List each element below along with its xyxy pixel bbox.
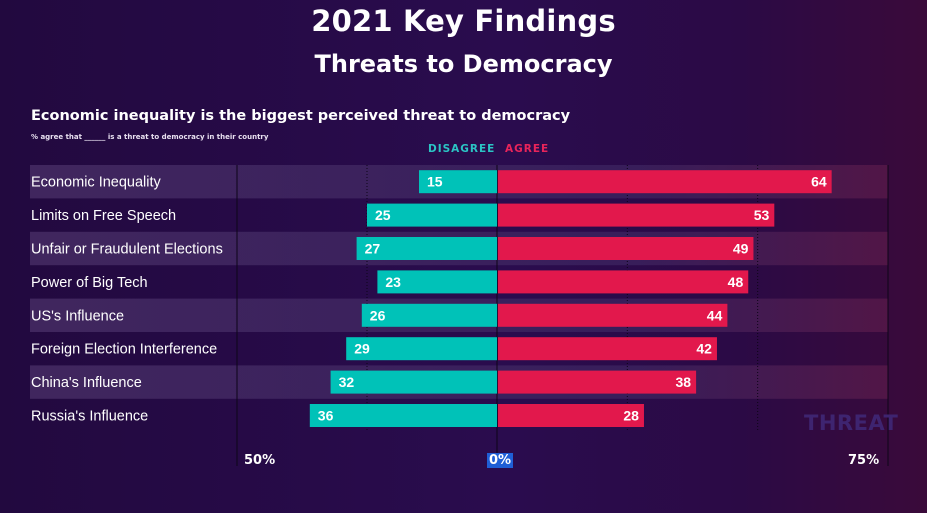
- category-label: Power of Big Tech: [31, 275, 148, 291]
- axis-tick-left: 50%: [244, 453, 276, 468]
- category-label: China's Influence: [31, 375, 142, 391]
- data-label-disagree: 27: [365, 241, 381, 257]
- bar-disagree: [356, 237, 497, 260]
- axis-tick-right: 75%: [848, 453, 880, 468]
- category-label: US's Influence: [31, 308, 124, 324]
- bar-agree: [498, 170, 832, 194]
- bar-disagree: [346, 337, 497, 361]
- bar-agree: [498, 404, 644, 427]
- data-label-disagree: 25: [375, 207, 391, 223]
- chart-note: % agree that ______ is a threat to democ…: [31, 133, 269, 141]
- bar-agree: [498, 203, 775, 227]
- category-label: Unfair or Fraudulent Elections: [31, 242, 223, 258]
- bar-disagree: [361, 303, 497, 327]
- legend-agree: AGREE: [505, 143, 550, 155]
- bar-agree: [498, 303, 728, 327]
- category-label: Limits on Free Speech: [31, 208, 176, 224]
- data-label-agree: 38: [676, 374, 692, 390]
- bar-disagree: [367, 203, 497, 227]
- data-label-disagree: 32: [339, 374, 355, 390]
- threat-watermark: THREAT: [804, 411, 899, 435]
- category-label: Foreign Election Interference: [31, 342, 217, 358]
- bar-disagree: [377, 270, 497, 294]
- data-label-disagree: 36: [318, 408, 334, 424]
- data-label-disagree: 23: [385, 274, 401, 290]
- bar-disagree: [330, 370, 497, 394]
- bar-agree: [498, 270, 749, 294]
- data-label-agree: 64: [811, 174, 827, 190]
- bar-agree: [498, 237, 754, 260]
- data-label-agree: 49: [733, 241, 749, 257]
- axis-tick-center: 0%: [487, 453, 514, 468]
- data-label-agree: 42: [696, 341, 712, 357]
- data-label-agree: 28: [623, 408, 639, 424]
- bar-disagree: [419, 170, 497, 194]
- legend-disagree: DISAGREE: [428, 143, 496, 155]
- bar-agree: [498, 370, 697, 394]
- data-label-agree: 44: [707, 307, 723, 323]
- data-label-disagree: 29: [354, 341, 370, 357]
- page-title: 2021 Key Findings: [311, 4, 616, 38]
- page-subtitle: Threats to Democracy: [314, 50, 613, 78]
- category-label: Russia's Influence: [31, 409, 148, 425]
- category-label: Economic Inequality: [31, 175, 162, 191]
- data-label-disagree: 26: [370, 307, 386, 323]
- data-label-agree: 48: [728, 274, 744, 290]
- bar-disagree: [309, 404, 497, 427]
- bar-agree: [498, 337, 717, 361]
- chart-title: Economic inequality is the biggest perce…: [31, 108, 571, 124]
- data-label-agree: 53: [754, 207, 770, 223]
- data-label-disagree: 15: [427, 174, 443, 190]
